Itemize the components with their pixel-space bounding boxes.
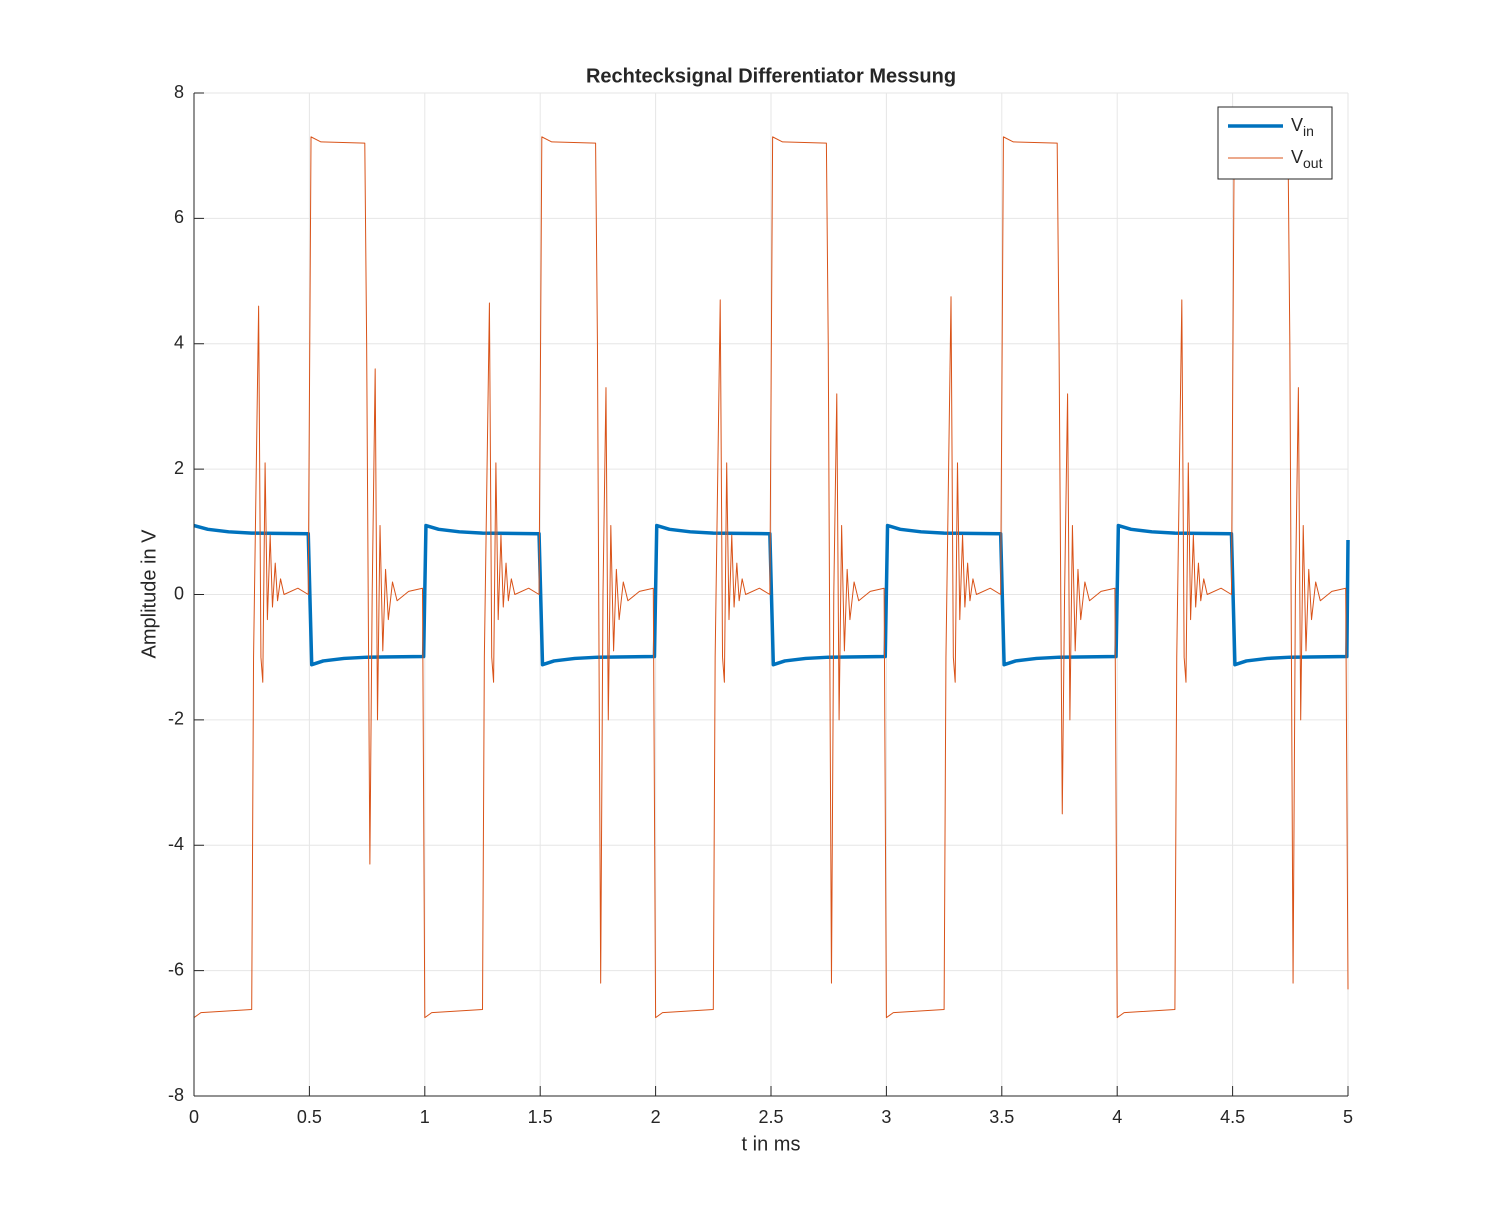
x-tick-label: 2 [651,1107,661,1127]
y-tick-label: -6 [168,959,184,979]
x-axis-label: t in ms [742,1133,801,1155]
y-tick-label: 8 [174,82,184,102]
y-tick-label: -4 [168,834,184,854]
plot-lines [193,136,1350,1019]
y-tick-label: 6 [174,207,184,227]
x-tick-label: 1 [420,1107,430,1127]
chart-title: Rechtecksignal Differentiator Messung [586,65,956,87]
legend-label: Vout [1291,147,1323,171]
legend-box [1217,106,1333,180]
legend-label: Vin [1291,115,1314,139]
legend: Vin Vout [1217,106,1333,180]
series-line [193,523,1350,667]
x-tick-label: 0 [189,1107,199,1127]
x-tick-label: 3 [881,1107,891,1127]
x-tick-label: 0.5 [297,1107,322,1127]
x-tick-label: 4 [1112,1107,1122,1127]
x-tick-label: 3.5 [989,1107,1014,1127]
y-axis-label: Amplitude in V [138,529,160,659]
y-tick-label: 2 [174,458,184,478]
x-tick-label: 4.5 [1220,1107,1245,1127]
axes: 0 0.5 1 1.5 2 2.5 3 3.5 4 4.5 5 -8 -6 -4 -2 0 2 4 6 8 [168,82,1353,1127]
y-tick-label: 0 [174,583,184,603]
y-tick-label: 4 [174,333,184,353]
y-tick-label: -8 [168,1085,184,1105]
series-line [193,136,1349,1019]
y-tick-label: -2 [168,709,184,729]
x-tick-label: 5 [1343,1107,1353,1127]
x-tick-label: 2.5 [758,1107,783,1127]
x-tick-label: 1.5 [528,1107,553,1127]
